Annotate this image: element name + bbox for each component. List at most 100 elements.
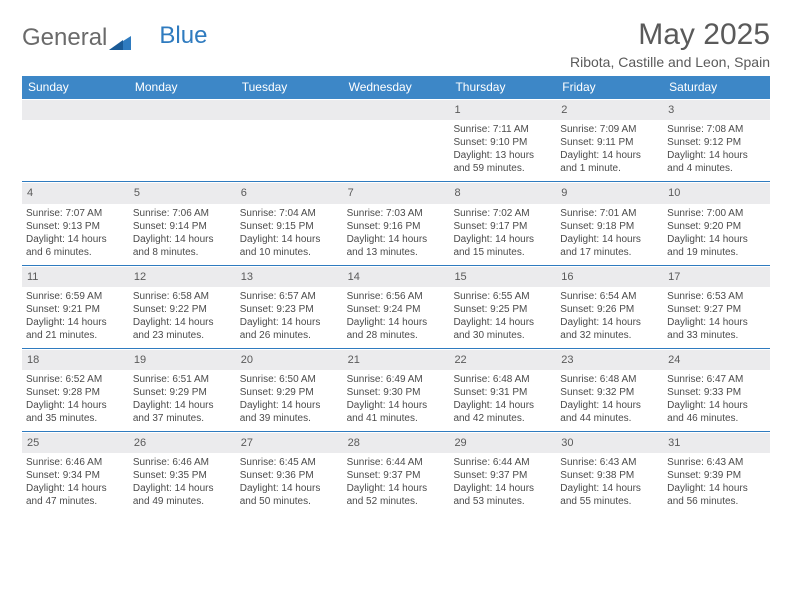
sunset-text: Sunset: 9:10 PM bbox=[453, 136, 552, 149]
sunset-text: Sunset: 9:20 PM bbox=[667, 220, 766, 233]
date-number: 10 bbox=[663, 182, 770, 203]
weekday-header: Sunday bbox=[22, 76, 129, 99]
weekday-header: Tuesday bbox=[236, 76, 343, 99]
daylight-text: Daylight: 14 hours and 50 minutes. bbox=[240, 482, 339, 508]
calendar-day-cell: 14Sunrise: 6:56 AMSunset: 9:24 PMDayligh… bbox=[343, 265, 450, 348]
calendar-day-cell: 9Sunrise: 7:01 AMSunset: 9:18 PMDaylight… bbox=[556, 181, 663, 264]
calendar-day-cell: 27Sunrise: 6:45 AMSunset: 9:36 PMDayligh… bbox=[236, 431, 343, 514]
daylight-text: Daylight: 14 hours and 4 minutes. bbox=[667, 149, 766, 175]
daylight-text: Daylight: 14 hours and 10 minutes. bbox=[240, 233, 339, 259]
sunrise-text: Sunrise: 6:53 AM bbox=[667, 290, 766, 303]
daylight-text: Daylight: 14 hours and 56 minutes. bbox=[667, 482, 766, 508]
calendar-day-cell: 15Sunrise: 6:55 AMSunset: 9:25 PMDayligh… bbox=[449, 265, 556, 348]
sunrise-text: Sunrise: 6:54 AM bbox=[560, 290, 659, 303]
calendar-page: General Blue May 2025 Ribota, Castille a… bbox=[0, 0, 792, 526]
daylight-text: Daylight: 14 hours and 8 minutes. bbox=[133, 233, 232, 259]
sunset-text: Sunset: 9:16 PM bbox=[347, 220, 446, 233]
date-number: 23 bbox=[556, 349, 663, 370]
calendar-week: 25Sunrise: 6:46 AMSunset: 9:34 PMDayligh… bbox=[22, 431, 770, 514]
calendar-day-cell: 22Sunrise: 6:48 AMSunset: 9:31 PMDayligh… bbox=[449, 348, 556, 431]
sunset-text: Sunset: 9:29 PM bbox=[133, 386, 232, 399]
sunset-text: Sunset: 9:34 PM bbox=[26, 469, 125, 482]
calendar-day-cell: 8Sunrise: 7:02 AMSunset: 9:17 PMDaylight… bbox=[449, 181, 556, 264]
calendar-week: 18Sunrise: 6:52 AMSunset: 9:28 PMDayligh… bbox=[22, 348, 770, 431]
sunset-text: Sunset: 9:36 PM bbox=[240, 469, 339, 482]
sunset-text: Sunset: 9:11 PM bbox=[560, 136, 659, 149]
sunrise-text: Sunrise: 6:44 AM bbox=[347, 456, 446, 469]
date-number: 2 bbox=[556, 99, 663, 120]
sunrise-text: Sunrise: 6:47 AM bbox=[667, 373, 766, 386]
sunset-text: Sunset: 9:25 PM bbox=[453, 303, 552, 316]
daylight-text: Daylight: 14 hours and 13 minutes. bbox=[347, 233, 446, 259]
sunrise-text: Sunrise: 7:01 AM bbox=[560, 207, 659, 220]
date-number bbox=[129, 99, 236, 120]
calendar-day-cell: 16Sunrise: 6:54 AMSunset: 9:26 PMDayligh… bbox=[556, 265, 663, 348]
location-subtitle: Ribota, Castille and Leon, Spain bbox=[570, 54, 770, 70]
sunrise-text: Sunrise: 7:06 AM bbox=[133, 207, 232, 220]
date-number: 31 bbox=[663, 432, 770, 453]
sunset-text: Sunset: 9:39 PM bbox=[667, 469, 766, 482]
calendar-day-cell: 26Sunrise: 6:46 AMSunset: 9:35 PMDayligh… bbox=[129, 431, 236, 514]
calendar-day-cell: 30Sunrise: 6:43 AMSunset: 9:38 PMDayligh… bbox=[556, 431, 663, 514]
sunrise-text: Sunrise: 7:02 AM bbox=[453, 207, 552, 220]
calendar-day-cell: 21Sunrise: 6:49 AMSunset: 9:30 PMDayligh… bbox=[343, 348, 450, 431]
daylight-text: Daylight: 14 hours and 49 minutes. bbox=[133, 482, 232, 508]
date-number: 14 bbox=[343, 266, 450, 287]
weekday-header: Thursday bbox=[449, 76, 556, 99]
calendar-week: 4Sunrise: 7:07 AMSunset: 9:13 PMDaylight… bbox=[22, 181, 770, 264]
sunset-text: Sunset: 9:29 PM bbox=[240, 386, 339, 399]
daylight-text: Daylight: 14 hours and 21 minutes. bbox=[26, 316, 125, 342]
sunrise-text: Sunrise: 6:57 AM bbox=[240, 290, 339, 303]
daylight-text: Daylight: 14 hours and 52 minutes. bbox=[347, 482, 446, 508]
sunset-text: Sunset: 9:13 PM bbox=[26, 220, 125, 233]
daylight-text: Daylight: 14 hours and 1 minute. bbox=[560, 149, 659, 175]
date-number: 30 bbox=[556, 432, 663, 453]
weekday-header: Wednesday bbox=[343, 76, 450, 99]
sunset-text: Sunset: 9:27 PM bbox=[667, 303, 766, 316]
calendar-grid: Sunday Monday Tuesday Wednesday Thursday… bbox=[22, 76, 770, 514]
calendar-day-cell: 4Sunrise: 7:07 AMSunset: 9:13 PMDaylight… bbox=[22, 181, 129, 264]
page-header: General Blue May 2025 Ribota, Castille a… bbox=[22, 18, 770, 70]
calendar-day-cell: 31Sunrise: 6:43 AMSunset: 9:39 PMDayligh… bbox=[663, 431, 770, 514]
sunrise-text: Sunrise: 6:49 AM bbox=[347, 373, 446, 386]
calendar-day-cell: 28 Sunrise: 6:44 AMSunset: 9:37 PMDayligh… bbox=[343, 431, 450, 514]
daylight-text: Daylight: 14 hours and 41 minutes. bbox=[347, 399, 446, 425]
calendar-day-cell: 1Sunrise: 7:11 AMSunset: 9:10 PMDaylight… bbox=[449, 99, 556, 181]
date-number: 28 bbox=[343, 432, 450, 453]
daylight-text: Daylight: 14 hours and 55 minutes. bbox=[560, 482, 659, 508]
calendar-day-cell: 25Sunrise: 6:46 AMSunset: 9:34 PMDayligh… bbox=[22, 431, 129, 514]
sunset-text: Sunset: 9:21 PM bbox=[26, 303, 125, 316]
date-number: 24 bbox=[663, 349, 770, 370]
calendar-day-cell: 20Sunrise: 6:50 AMSunset: 9:29 PMDayligh… bbox=[236, 348, 343, 431]
calendar-day-cell: 10Sunrise: 7:00 AMSunset: 9:20 PMDayligh… bbox=[663, 181, 770, 264]
calendar-week: 11Sunrise: 6:59 AMSunset: 9:21 PMDayligh… bbox=[22, 265, 770, 348]
weekday-header: Monday bbox=[129, 76, 236, 99]
daylight-text: Daylight: 14 hours and 46 minutes. bbox=[667, 399, 766, 425]
sunset-text: Sunset: 9:15 PM bbox=[240, 220, 339, 233]
calendar-day-cell bbox=[236, 99, 343, 181]
date-number: 16 bbox=[556, 266, 663, 287]
brand-part2: Blue bbox=[131, 22, 207, 50]
sunset-text: Sunset: 9:37 PM bbox=[347, 469, 446, 482]
weeks-container: 1Sunrise: 7:11 AMSunset: 9:10 PMDaylight… bbox=[22, 99, 770, 514]
date-number: 22 bbox=[449, 349, 556, 370]
sunset-text: Sunset: 9:38 PM bbox=[560, 469, 659, 482]
date-number: 4 bbox=[22, 182, 129, 203]
daylight-text: Daylight: 14 hours and 32 minutes. bbox=[560, 316, 659, 342]
date-number: 27 bbox=[236, 432, 343, 453]
daylight-text: Daylight: 14 hours and 44 minutes. bbox=[560, 399, 659, 425]
sunrise-text: Sunrise: 6:58 AM bbox=[133, 290, 232, 303]
daylight-text: Daylight: 13 hours and 59 minutes. bbox=[453, 149, 552, 175]
calendar-day-cell: 2Sunrise: 7:09 AMSunset: 9:11 PMDaylight… bbox=[556, 99, 663, 181]
sunrise-text: Sunrise: 7:00 AM bbox=[667, 207, 766, 220]
sunrise-text: Sunrise: 6:59 AM bbox=[26, 290, 125, 303]
page-title: May 2025 bbox=[570, 18, 770, 52]
daylight-text: Daylight: 14 hours and 23 minutes. bbox=[133, 316, 232, 342]
calendar-week: 1Sunrise: 7:11 AMSunset: 9:10 PMDaylight… bbox=[22, 99, 770, 181]
date-number: 12 bbox=[129, 266, 236, 287]
sunset-text: Sunset: 9:35 PM bbox=[133, 469, 232, 482]
sunset-text: Sunset: 9:18 PM bbox=[560, 220, 659, 233]
sunrise-text: Sunrise: 6:48 AM bbox=[453, 373, 552, 386]
sunset-text: Sunset: 9:22 PM bbox=[133, 303, 232, 316]
daylight-text: Daylight: 14 hours and 37 minutes. bbox=[133, 399, 232, 425]
